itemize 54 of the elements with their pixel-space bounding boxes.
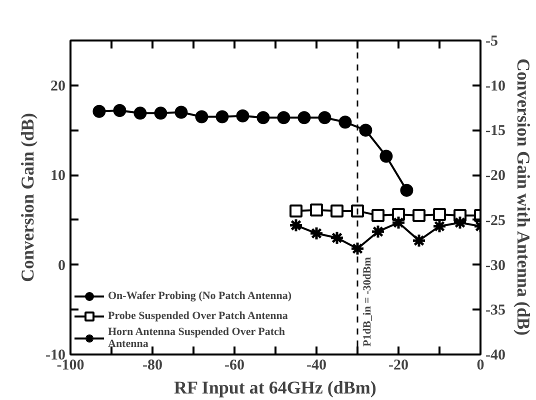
point (288, 218, 304, 233)
y2-tick-label: -25 (486, 212, 506, 229)
point (452, 215, 468, 230)
point (380, 150, 393, 163)
y-tick-label: 0 (58, 258, 66, 274)
x-tick-label: -20 (388, 358, 408, 374)
point (92, 104, 106, 118)
x-tick-label: -80 (142, 358, 162, 374)
point (330, 230, 344, 246)
point (350, 241, 365, 256)
point (412, 233, 426, 248)
x-tick-label: -40 (306, 358, 326, 374)
point (154, 106, 168, 120)
y2-tick-label: -15 (486, 123, 506, 140)
legend-label: Horn Antenna Suspended Over Patch Antenna (108, 326, 286, 350)
y2-tick-label: -10 (486, 78, 506, 94)
x-axis-title: RF Input at 64GHz (dBm) (174, 378, 376, 398)
y2-tick-label: -5 (486, 34, 498, 50)
point (134, 106, 147, 120)
y2-tick-label: -35 (486, 302, 506, 319)
point (216, 110, 229, 124)
y-tick-label: 10 (50, 168, 66, 184)
point (290, 204, 302, 218)
point (433, 208, 446, 222)
point (400, 184, 414, 197)
point (277, 111, 290, 124)
point (351, 204, 364, 218)
point (195, 110, 208, 124)
x-tick-label: 0 (476, 358, 484, 374)
point (370, 224, 386, 239)
point (330, 204, 344, 218)
point (256, 111, 270, 124)
point (113, 104, 126, 117)
x-tick-label: -60 (224, 358, 244, 374)
point (298, 111, 311, 124)
y2-tick-label: -40 (486, 348, 506, 364)
y2-axis-title: Conversion Gain with Antenna (dB) (513, 58, 534, 336)
point (372, 208, 384, 222)
point (338, 116, 352, 129)
point (309, 226, 324, 241)
point (174, 106, 188, 119)
point (391, 215, 406, 230)
point (412, 208, 426, 222)
legend-label: On-Wafer Probing (No Patch Antenna) (108, 289, 292, 303)
y-axis-title: Conversion Gain (dB) (18, 112, 38, 282)
point (318, 111, 332, 124)
point (310, 204, 323, 217)
legend-label: Probe Suspended Over Patch Antenna (108, 309, 288, 323)
point (359, 124, 372, 137)
y2-tick-label: -20 (486, 168, 506, 184)
point (236, 109, 250, 122)
y2-tick-label: -30 (486, 258, 506, 274)
ref-line-label: P1dB_in = -30dBm (362, 257, 374, 346)
y-tick-label: 20 (50, 78, 66, 94)
